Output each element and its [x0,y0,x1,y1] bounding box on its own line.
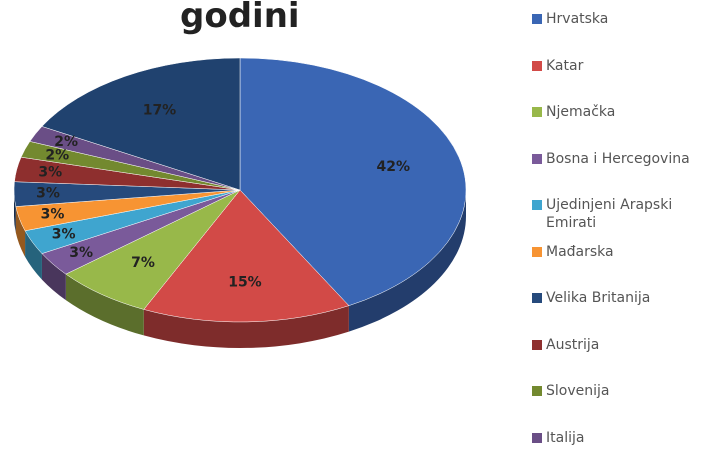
legend-label: Hrvatska [546,11,609,27]
legend-swatch [532,293,542,303]
legend-label: Italija [546,429,585,446]
legend: Hrvatska Katar Njemačka Bosna i Hercegovina… [532,4,717,450]
data-label: 2% [45,147,69,163]
legend-item: Austrija [532,330,717,377]
data-label: 17% [143,102,177,118]
legend-label: Bosna i Hercegovina [546,150,690,167]
slice-side [143,305,349,348]
data-label: 15% [228,274,262,290]
legend-label: Katar [546,57,584,74]
data-label: 3% [38,164,62,180]
data-label: 2% [54,134,78,150]
legend-item: Ujedinjeni Arapski Emirati [532,190,717,237]
data-label: 3% [36,186,60,202]
legend-swatch [532,200,542,210]
slice-side [41,253,66,301]
legend-item: Bosna i Hercegovina [532,144,717,191]
slice [143,189,350,323]
slice-side [65,274,144,336]
legend-swatch [532,246,542,257]
slice-side [25,230,42,280]
slice [41,57,241,191]
legend-item: Katar [532,51,717,98]
data-label: 3% [41,206,65,222]
legend-label: Ujedinjeni Arapski Emirati [546,197,673,231]
slice-side [14,190,16,233]
data-label: 3% [69,245,93,261]
slice [239,57,467,306]
legend-swatch [532,153,542,164]
legend-swatch [532,432,542,443]
data-label: 42% [376,159,410,175]
legend-label: Austrija [546,336,600,353]
pie-area: 42%15%7%3%3%3%3%3%2%2%17% [13,57,467,348]
slice-side [348,190,466,332]
legend-item: Velika Britanija [532,283,717,330]
legend-label: Njemačka [546,104,616,120]
legend-swatch [532,107,542,117]
legend-item: Slovenija [532,376,717,423]
legend-swatch [532,14,542,24]
legend-item: Njemačka [532,97,717,144]
legend-label: Velika Britanija [546,290,651,306]
slice-side [15,206,26,257]
legend-item: Italija [532,423,717,450]
legend-item: Mađarska [532,237,717,284]
data-label: 3% [52,227,76,243]
legend-label: Slovenija [546,383,610,399]
legend-swatch [532,386,542,396]
data-label: 7% [131,255,155,271]
legend-swatch [532,60,542,71]
legend-swatch [532,339,542,350]
legend-item: Hrvatska [532,4,717,51]
chart-title: godini [180,0,300,36]
legend-label: Mađarska [546,243,614,260]
